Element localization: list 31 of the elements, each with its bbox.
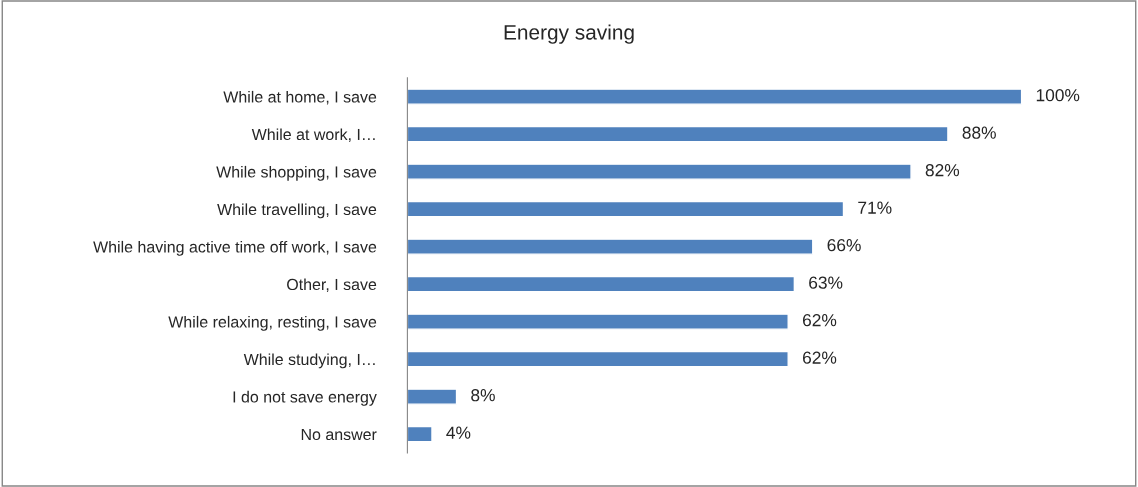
- bar: [407, 313, 789, 330]
- data-label: 88%: [962, 126, 996, 139]
- data-label: 8%: [471, 389, 495, 402]
- bar: [407, 275, 796, 293]
- bar: [407, 125, 949, 143]
- bar: [407, 88, 1023, 105]
- data-label: 82%: [925, 164, 960, 177]
- bar: [407, 350, 789, 368]
- data-label: 71%: [858, 201, 892, 214]
- bar: [407, 200, 845, 218]
- y-tick-label: While relaxing, resting, I save: [168, 315, 377, 331]
- y-tick-label: No answer: [301, 428, 377, 441]
- y-tick-label: While at home, I save: [223, 90, 377, 105]
- data-label: 62%: [802, 314, 837, 327]
- chart-title: Energy saving: [504, 24, 634, 44]
- y-tick-label: I do not save energy: [233, 390, 377, 406]
- bar: [407, 238, 814, 255]
- bar: [407, 425, 433, 443]
- data-label: 100%: [1036, 89, 1080, 102]
- data-label: 66%: [827, 239, 861, 252]
- y-tick-label: While travelling, I save: [217, 203, 377, 219]
- y-tick-label: While having active time off work, I save: [93, 240, 377, 256]
- y-tick-label: Other, I save: [287, 278, 377, 292]
- y-tick-label: While at work, I…: [251, 128, 375, 142]
- data-label: 62%: [802, 351, 837, 364]
- bar: [407, 388, 458, 405]
- bar: [407, 163, 912, 180]
- data-label: 4%: [446, 426, 471, 439]
- y-tick-label: While shopping, I save: [216, 165, 377, 181]
- data-label: 63%: [809, 276, 843, 289]
- y-tick-label: While studying, I…: [243, 353, 375, 369]
